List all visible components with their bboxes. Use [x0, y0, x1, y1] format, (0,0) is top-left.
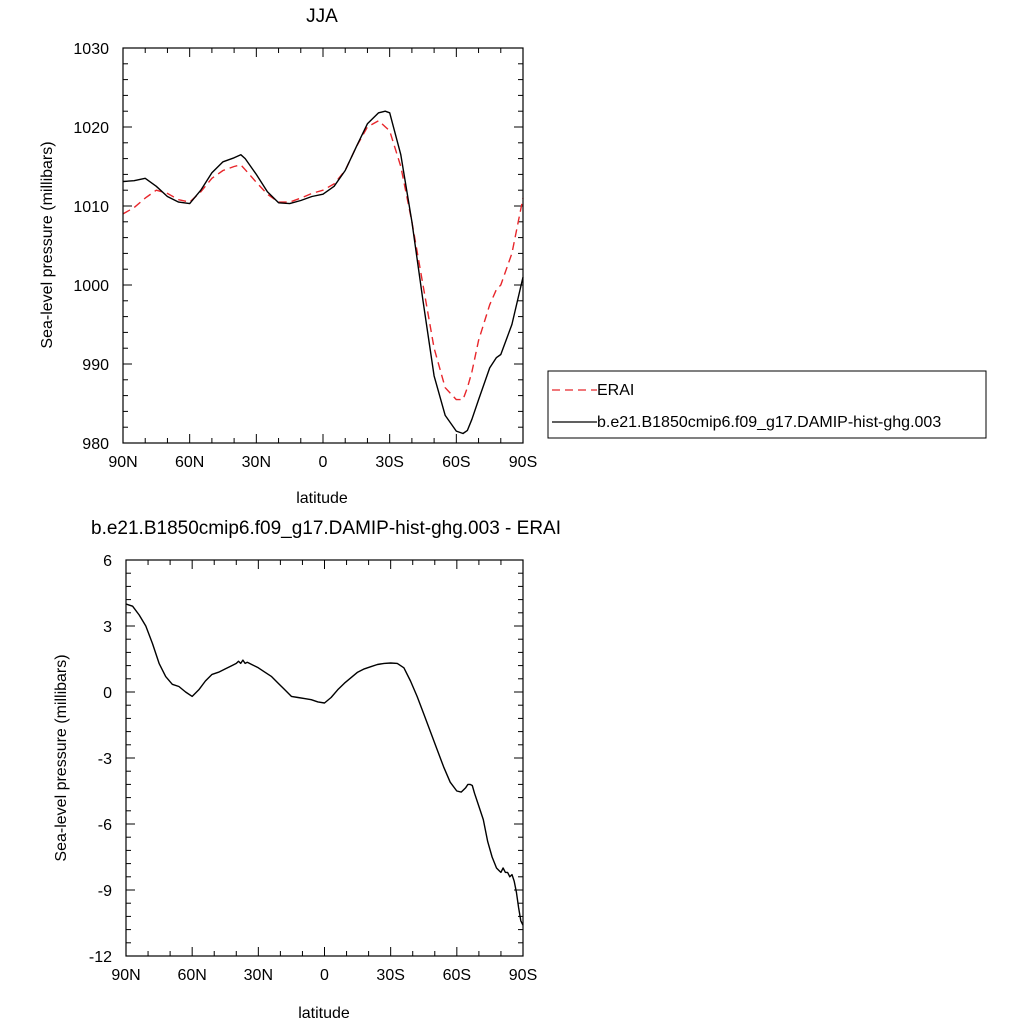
bottom-series-line-difference [125, 603, 524, 926]
bottom-panel-frame [125, 559, 524, 957]
x-tick-label: 30N [242, 454, 271, 471]
y-tick-label: -12 [89, 949, 112, 966]
bottom-panel-series [125, 603, 524, 926]
x-tick-label: 60N [177, 967, 206, 984]
x-tick-label: 30S [376, 967, 404, 984]
x-tick-label: 90N [111, 967, 140, 984]
x-tick-label: 90N [108, 454, 137, 471]
top-panel-title: JJA [306, 6, 338, 27]
x-tick-label: 60S [442, 454, 470, 471]
x-tick-label: 30N [244, 967, 273, 984]
legend-box [547, 370, 987, 439]
top-panel-ylabel: Sea-level pressure (millibars) [39, 141, 56, 348]
y-tick-label: 1010 [73, 199, 109, 216]
x-tick-label: 0 [319, 454, 328, 471]
x-tick-label: 90S [509, 454, 537, 471]
bottom-panel-ticks: 90N 60N 30N 0 30S 60S 90S -12 -9 -6 -3 0 3 6 [89, 553, 537, 984]
legend-label-model: b.e21.B1850cmip6.f09_g17.DAMIP-hist-ghg.… [597, 414, 941, 431]
bottom-panel-xlabel: latitude [298, 1005, 350, 1022]
top-series-line-erai [122, 120, 524, 401]
y-tick-label: -6 [98, 817, 112, 834]
top-panel-ticks: 90N 60N 30N 0 30S 60S 90S 980 990 1000 1010 1020 103… [73, 41, 537, 471]
x-tick-label: 0 [320, 967, 329, 984]
top-series-line-b-e21-b1850cmip6-f09-g17-damip-hist-ghg-003 [122, 110, 524, 435]
bottom-panel: b.e21.B1850cmip6.f09_g17.DAMIP-hist-ghg.… [53, 518, 561, 1022]
bottom-panel-ylabel: Sea-level pressure (millibars) [53, 654, 70, 861]
y-tick-label: 1000 [73, 278, 109, 295]
y-tick-label: 990 [82, 357, 109, 374]
y-tick-label: -3 [98, 751, 112, 768]
y-tick-label: 1020 [73, 120, 109, 137]
legend: ERAI b.e21.B1850cmip6.f09_g17.DAMIP-hist… [547, 370, 987, 439]
x-tick-label: 90S [509, 967, 537, 984]
x-tick-label: 60N [175, 454, 204, 471]
y-tick-label: 980 [82, 436, 109, 453]
y-tick-label: 1030 [73, 41, 109, 58]
x-tick-label: 60S [443, 967, 471, 984]
y-tick-label: 0 [103, 685, 112, 702]
top-panel-xlabel: latitude [296, 490, 348, 507]
legend-label-erai: ERAI [597, 382, 634, 399]
x-tick-label: 30S [375, 454, 403, 471]
bottom-panel-title: b.e21.B1850cmip6.f09_g17.DAMIP-hist-ghg.… [91, 518, 561, 539]
top-panel-frame [122, 47, 524, 444]
y-tick-label: 6 [103, 553, 112, 570]
y-tick-label: 3 [103, 619, 112, 636]
top-panel: JJA 90N 60N 30N 0 30S 60S 90S 980 990 1000 1010 102… [39, 6, 987, 507]
y-tick-label: -9 [98, 883, 112, 900]
top-panel-series [122, 110, 524, 435]
